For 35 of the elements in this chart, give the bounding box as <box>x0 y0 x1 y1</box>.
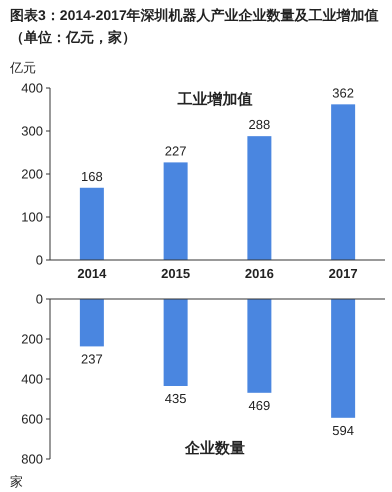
annotation: 工业增加值 <box>176 91 252 108</box>
bar <box>80 299 104 346</box>
bar <box>164 162 188 260</box>
bar <box>80 188 104 260</box>
x-tick-label: 2016 <box>244 266 274 281</box>
data-label: 227 <box>164 143 186 158</box>
y-tick-label: 0 <box>36 252 43 268</box>
data-label: 237 <box>81 351 103 366</box>
y-tick-label: 400 <box>21 372 43 386</box>
data-label: 362 <box>332 85 354 100</box>
y-tick-label: 300 <box>21 124 43 138</box>
x-tick-label: 2017 <box>328 266 358 281</box>
data-label: 435 <box>164 391 186 406</box>
bar <box>331 104 356 260</box>
y-tick-label: 600 <box>21 412 43 426</box>
y-tick-label: 200 <box>21 332 43 346</box>
bar <box>247 136 272 260</box>
data-label: 288 <box>248 117 270 132</box>
y-tick-label: 100 <box>21 210 43 224</box>
data-label: 469 <box>248 398 270 413</box>
y-axis-title: 家 <box>10 474 23 489</box>
y-tick-label: 400 <box>21 80 43 96</box>
y-tick-label: 200 <box>21 166 43 182</box>
y-tick-label: 800 <box>21 452 43 466</box>
bar <box>164 299 188 386</box>
annotation: 企业数量 <box>184 440 245 457</box>
y-axis-title: 亿元 <box>9 60 36 75</box>
bar <box>247 299 272 393</box>
data-label: 594 <box>332 422 354 438</box>
chart-title: 图表3：2014-2017年深圳机器人产业企业数量及工业增加值（单位：亿元，家） <box>10 6 380 47</box>
data-label: 168 <box>81 168 103 184</box>
x-tick-label: 2014 <box>77 266 108 281</box>
x-tick-label: 2015 <box>161 266 190 281</box>
y-tick-label: 0 <box>36 292 43 306</box>
bar <box>331 299 356 418</box>
